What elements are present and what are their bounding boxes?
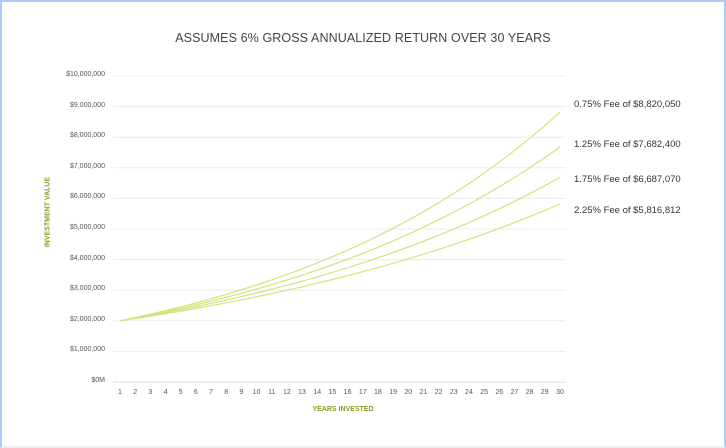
y-tick-label: $2,000,000 — [69, 315, 105, 323]
x-tick-label: 26 — [495, 389, 504, 396]
x-tick-label: 5 — [178, 389, 183, 396]
series-end-label: 1.75% Fee of $6,687,070 — [574, 174, 681, 185]
x-tick-label: 11 — [268, 389, 276, 396]
x-tick-label: 7 — [209, 389, 213, 396]
x-tick-label: 2 — [133, 389, 138, 396]
x-tick-label: 14 — [313, 389, 322, 396]
x-tick-label: 20 — [404, 389, 413, 396]
x-tick-label: 16 — [343, 389, 352, 396]
series-line — [119, 111, 561, 322]
y-tick-label: $8,000,000 — [69, 132, 105, 140]
y-tick-label: $9,000,000 — [69, 101, 105, 109]
x-tick-label: 9 — [239, 389, 244, 396]
x-tick-label: 15 — [328, 389, 337, 396]
x-tick-label: 29 — [540, 389, 549, 396]
x-tick-label: 1 — [118, 389, 122, 396]
x-tick-label: 3 — [148, 389, 153, 396]
y-tick-label: $10,000,000 — [66, 71, 105, 78]
y-tick-label: $5,000,000 — [69, 224, 105, 231]
x-tick-label: 12 — [282, 389, 291, 396]
y-tick-label: $1,000,000 — [69, 346, 105, 354]
x-tick-label: 13 — [298, 389, 306, 396]
x-tick-label: 18 — [374, 389, 382, 396]
y-tick-label: $6,000,000 — [69, 193, 105, 201]
x-tick-label: 24 — [465, 389, 473, 396]
series-line — [119, 203, 561, 322]
x-tick-label: 30 — [556, 389, 564, 396]
y-tick-label: $3,000,000 — [69, 285, 105, 293]
x-tick-label: 6 — [193, 389, 198, 396]
series-end-label: 1.25% Fee of $7,682,400 — [574, 139, 681, 150]
x-tick-label: 23 — [449, 389, 458, 396]
x-tick-label: 25 — [480, 389, 489, 396]
x-tick-label: 4 — [163, 389, 168, 396]
series-line — [119, 176, 561, 322]
y-tick-label: $4,000,000 — [69, 254, 105, 262]
y-axis-title: INVESTMENT VALUE — [44, 176, 52, 248]
x-tick-label: 19 — [389, 389, 397, 396]
x-tick-label: 22 — [434, 389, 443, 396]
x-tick-label: 8 — [224, 389, 229, 396]
x-tick-label: 10 — [252, 389, 261, 396]
x-tick-label: 21 — [419, 389, 428, 396]
y-tick-label: $7,000,000 — [69, 162, 105, 170]
data-lines — [119, 111, 561, 322]
x-tick-label: 17 — [358, 389, 367, 396]
series-line — [119, 146, 561, 322]
x-tick-label: 27 — [510, 389, 519, 396]
series-end-label: 2.25% Fee of $5,816,812 — [574, 205, 681, 216]
y-tick-label: $0M — [91, 377, 105, 384]
chart-title: ASSUMES 6% GROSS ANNUALIZED RETURN OVER … — [175, 31, 551, 45]
x-tick-label: 28 — [525, 389, 534, 396]
series-end-label: 0.75% Fee of $8,820,050 — [574, 99, 681, 110]
x-axis-title: YEARS INVESTED — [312, 406, 374, 413]
